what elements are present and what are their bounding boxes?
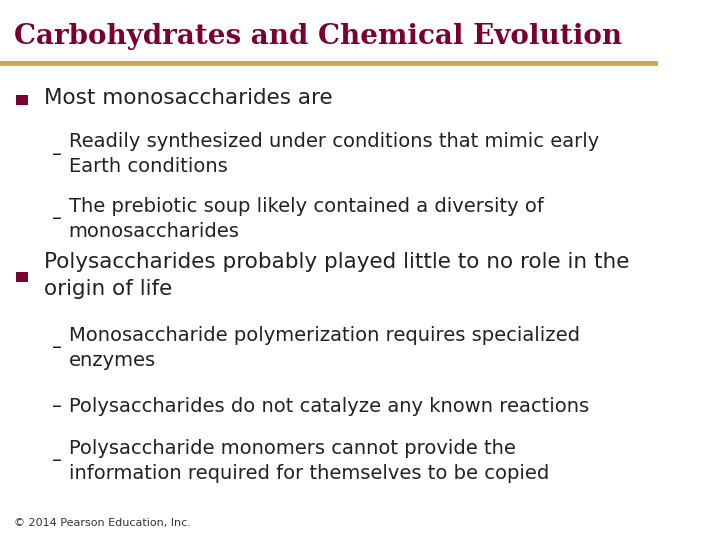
Text: Readily synthesized under conditions that mimic early
Earth conditions: Readily synthesized under conditions tha… [68, 132, 599, 177]
Text: –: – [53, 397, 62, 416]
Text: –: – [53, 145, 62, 164]
FancyBboxPatch shape [17, 95, 28, 105]
Text: The prebiotic soup likely contained a diversity of
monosaccharides: The prebiotic soup likely contained a di… [68, 197, 544, 241]
Text: Monosaccharide polymerization requires specialized
enzymes: Monosaccharide polymerization requires s… [68, 326, 580, 370]
Text: –: – [53, 210, 62, 228]
Text: –: – [53, 339, 62, 357]
FancyBboxPatch shape [17, 272, 28, 282]
Text: Polysaccharide monomers cannot provide the
information required for themselves t: Polysaccharide monomers cannot provide t… [68, 438, 549, 483]
Text: –: – [53, 451, 62, 470]
Text: Polysaccharides probably played little to no role in the
origin of life: Polysaccharides probably played little t… [44, 252, 629, 299]
Text: Polysaccharides do not catalyze any known reactions: Polysaccharides do not catalyze any know… [68, 397, 589, 416]
Text: Most monosaccharides are: Most monosaccharides are [44, 88, 333, 108]
Text: Carbohydrates and Chemical Evolution: Carbohydrates and Chemical Evolution [14, 23, 623, 50]
Text: © 2014 Pearson Education, Inc.: © 2014 Pearson Education, Inc. [14, 518, 192, 528]
